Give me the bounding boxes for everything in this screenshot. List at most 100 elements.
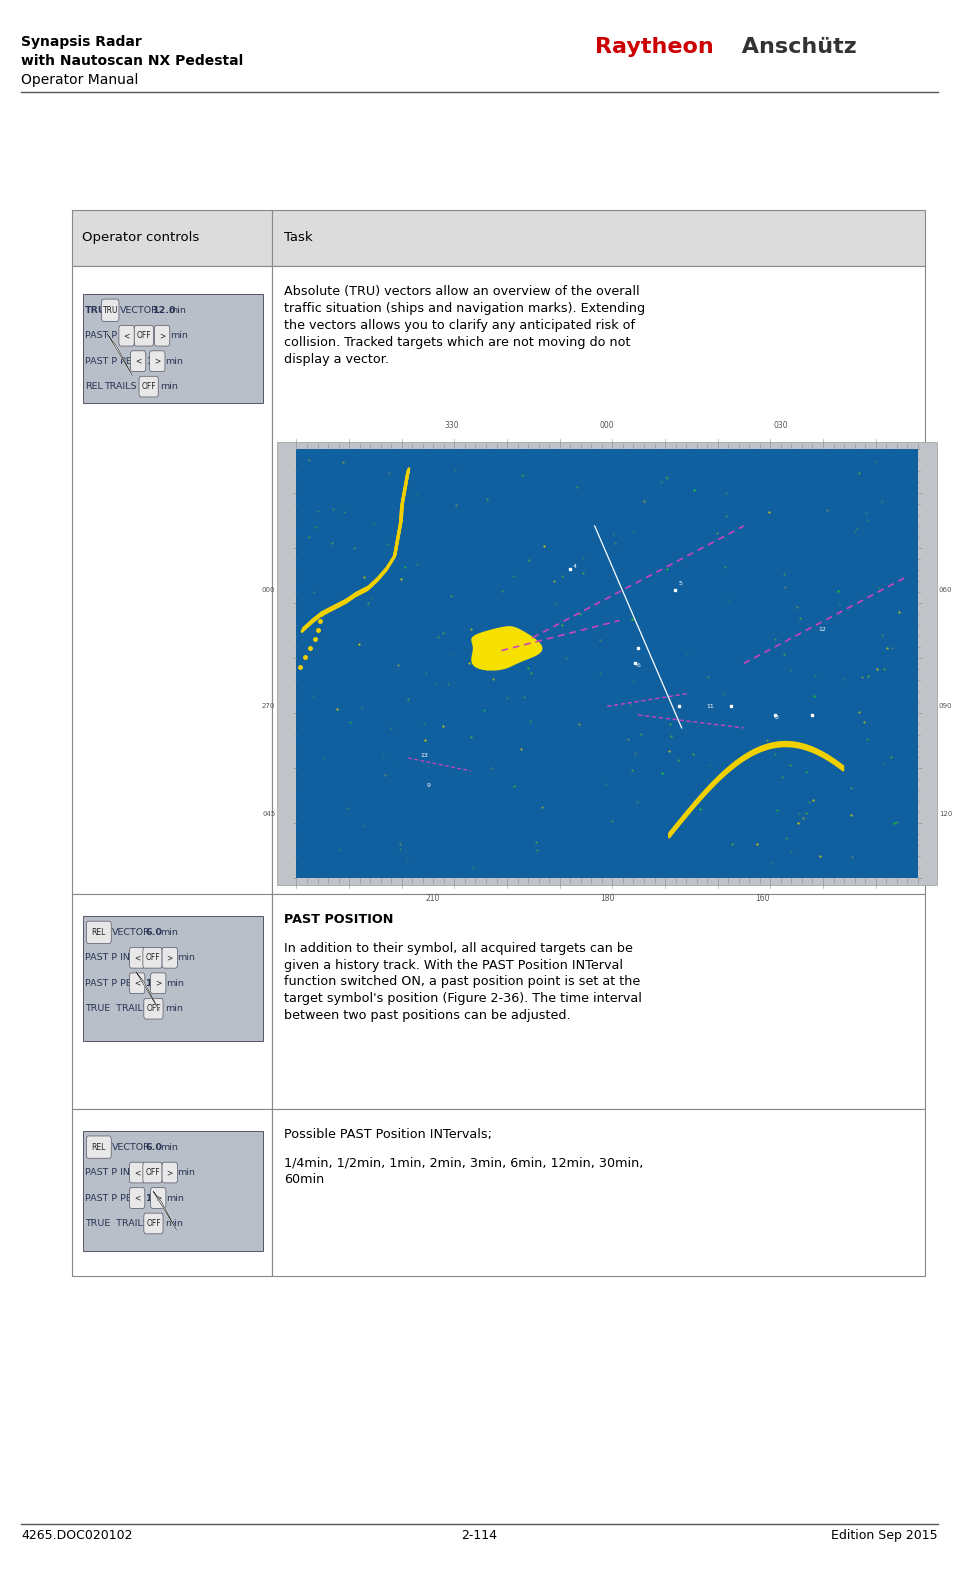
FancyBboxPatch shape xyxy=(86,921,111,943)
Text: min: min xyxy=(166,978,184,988)
Text: REL: REL xyxy=(85,382,104,391)
FancyBboxPatch shape xyxy=(119,326,134,347)
Text: Edition Sep 2015: Edition Sep 2015 xyxy=(831,1529,938,1542)
Text: min: min xyxy=(165,1004,183,1013)
Bar xyxy=(72,266,272,894)
Bar xyxy=(296,449,918,878)
Text: 10: 10 xyxy=(146,1193,159,1203)
FancyBboxPatch shape xyxy=(144,999,163,1020)
Text: 1/4min, 1/2min, 1min, 2min, 3min, 6min, 12min, 30min,
60min: 1/4min, 1/2min, 1min, 2min, 3min, 6min, … xyxy=(284,1157,643,1187)
FancyBboxPatch shape xyxy=(129,948,145,967)
FancyBboxPatch shape xyxy=(143,1163,162,1184)
Text: 000: 000 xyxy=(599,420,615,430)
Text: min: min xyxy=(168,305,186,315)
Polygon shape xyxy=(136,972,159,1010)
Text: VECTOR: VECTOR xyxy=(112,1142,151,1152)
Text: min: min xyxy=(160,1142,178,1152)
Text: 12: 12 xyxy=(818,627,827,632)
FancyBboxPatch shape xyxy=(150,352,165,372)
Text: 2-114: 2-114 xyxy=(461,1529,498,1542)
FancyBboxPatch shape xyxy=(129,1188,145,1209)
Text: OFF: OFF xyxy=(145,1168,160,1177)
Text: PAST P PER: PAST P PER xyxy=(85,978,139,988)
FancyBboxPatch shape xyxy=(143,948,162,967)
FancyBboxPatch shape xyxy=(86,1136,111,1158)
Bar xyxy=(277,442,937,885)
Bar xyxy=(272,210,925,266)
Bar xyxy=(272,894,925,1109)
Text: <: < xyxy=(134,1193,140,1203)
Text: Operator Manual: Operator Manual xyxy=(21,73,138,88)
Text: 4: 4 xyxy=(573,565,577,570)
Bar xyxy=(83,1131,263,1251)
Bar xyxy=(272,266,925,894)
Text: Possible PAST Position INTervals;: Possible PAST Position INTervals; xyxy=(284,1128,492,1141)
FancyBboxPatch shape xyxy=(129,974,145,993)
Text: 8: 8 xyxy=(775,714,779,719)
Text: >: > xyxy=(155,1193,161,1203)
Text: TRU: TRU xyxy=(85,305,107,315)
Text: 090: 090 xyxy=(939,703,952,710)
Text: 10: 10 xyxy=(146,978,159,988)
Text: 12.0: 12.0 xyxy=(152,305,176,315)
Text: with Nautoscan NX Pedestal: with Nautoscan NX Pedestal xyxy=(21,54,244,68)
Text: Task: Task xyxy=(284,231,313,245)
Text: 210: 210 xyxy=(426,894,440,904)
Text: min: min xyxy=(177,1168,196,1177)
Text: OFF: OFF xyxy=(146,1004,161,1013)
Bar xyxy=(72,894,272,1109)
Text: PAST P PER: PAST P PER xyxy=(85,356,139,366)
Text: 160: 160 xyxy=(755,894,770,904)
FancyBboxPatch shape xyxy=(102,299,119,321)
Text: OFF: OFF xyxy=(136,331,152,340)
Text: >: > xyxy=(167,1168,173,1177)
FancyBboxPatch shape xyxy=(162,948,177,967)
Text: Anschütz: Anschütz xyxy=(734,37,856,57)
Text: <: < xyxy=(135,356,141,366)
FancyBboxPatch shape xyxy=(139,377,158,398)
Text: REL: REL xyxy=(92,1142,105,1152)
Text: TRU: TRU xyxy=(103,305,118,315)
Text: 6.0: 6.0 xyxy=(146,1142,163,1152)
Text: In addition to their symbol, all acquired targets can be
given a history track. : In addition to their symbol, all acquire… xyxy=(284,942,642,1021)
Text: OFF: OFF xyxy=(146,1219,161,1228)
Text: min: min xyxy=(177,953,196,963)
FancyBboxPatch shape xyxy=(151,1188,166,1209)
Polygon shape xyxy=(472,627,542,670)
Text: PAST P INT: PAST P INT xyxy=(85,953,136,963)
Text: 060: 060 xyxy=(939,587,952,593)
FancyBboxPatch shape xyxy=(162,1163,177,1184)
FancyBboxPatch shape xyxy=(144,1214,163,1235)
Text: <: < xyxy=(134,1168,140,1177)
Text: PAST P: PAST P xyxy=(85,331,117,340)
Text: 270: 270 xyxy=(262,703,275,710)
Text: min: min xyxy=(160,382,178,391)
Text: PAST P INT: PAST P INT xyxy=(85,1168,136,1177)
FancyBboxPatch shape xyxy=(151,974,166,993)
FancyBboxPatch shape xyxy=(134,326,153,347)
Bar xyxy=(72,1109,272,1276)
Text: REL: REL xyxy=(92,928,105,937)
Text: >: > xyxy=(154,356,160,366)
Text: 13: 13 xyxy=(421,753,429,759)
Text: 6: 6 xyxy=(637,663,641,668)
Text: <: < xyxy=(124,331,129,340)
Text: >: > xyxy=(159,331,165,340)
FancyBboxPatch shape xyxy=(129,1163,145,1184)
Text: TRUE  TRAILS: TRUE TRAILS xyxy=(85,1219,149,1228)
FancyBboxPatch shape xyxy=(130,352,146,372)
Text: min: min xyxy=(166,1193,184,1203)
Text: >: > xyxy=(155,978,161,988)
Bar xyxy=(272,1109,925,1276)
Text: 330: 330 xyxy=(444,420,459,430)
Text: >: > xyxy=(167,953,173,963)
Text: TRAILS: TRAILS xyxy=(105,382,137,391)
Bar xyxy=(83,294,263,403)
Text: 000: 000 xyxy=(262,587,275,593)
Text: 9: 9 xyxy=(427,783,431,789)
Bar xyxy=(72,210,272,266)
Text: Synapsis Radar: Synapsis Radar xyxy=(21,35,142,49)
Text: VECTOR: VECTOR xyxy=(120,305,158,315)
Text: 120: 120 xyxy=(939,811,952,816)
Text: 4265.DOC020102: 4265.DOC020102 xyxy=(21,1529,132,1542)
